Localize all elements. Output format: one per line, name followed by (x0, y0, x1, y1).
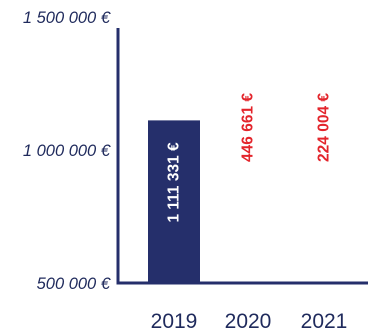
x-tick-label: 2020 (225, 310, 272, 333)
data-labels: 1 111 331 € 446 661 € 224 004 € (166, 93, 333, 223)
axes (116, 28, 368, 285)
data-label: 1 111 331 € (166, 142, 183, 223)
data-label: 224 004 € (316, 93, 333, 162)
x-axis-ticks: 2019 2020 2021 (151, 310, 348, 333)
y-tick-label: 1 000 000 € (23, 142, 111, 160)
x-tick-label: 2019 (151, 310, 198, 333)
y-axis-ticks: 500 000 € 1 000 000 € 1 500 000 € (23, 9, 111, 293)
bar (148, 120, 200, 283)
x-tick-label: 2021 (301, 310, 348, 333)
y-tick-label: 1 500 000 € (23, 9, 111, 27)
bars (148, 120, 200, 283)
y-tick-label: 500 000 € (37, 275, 111, 293)
data-label: 446 661 € (240, 93, 257, 162)
